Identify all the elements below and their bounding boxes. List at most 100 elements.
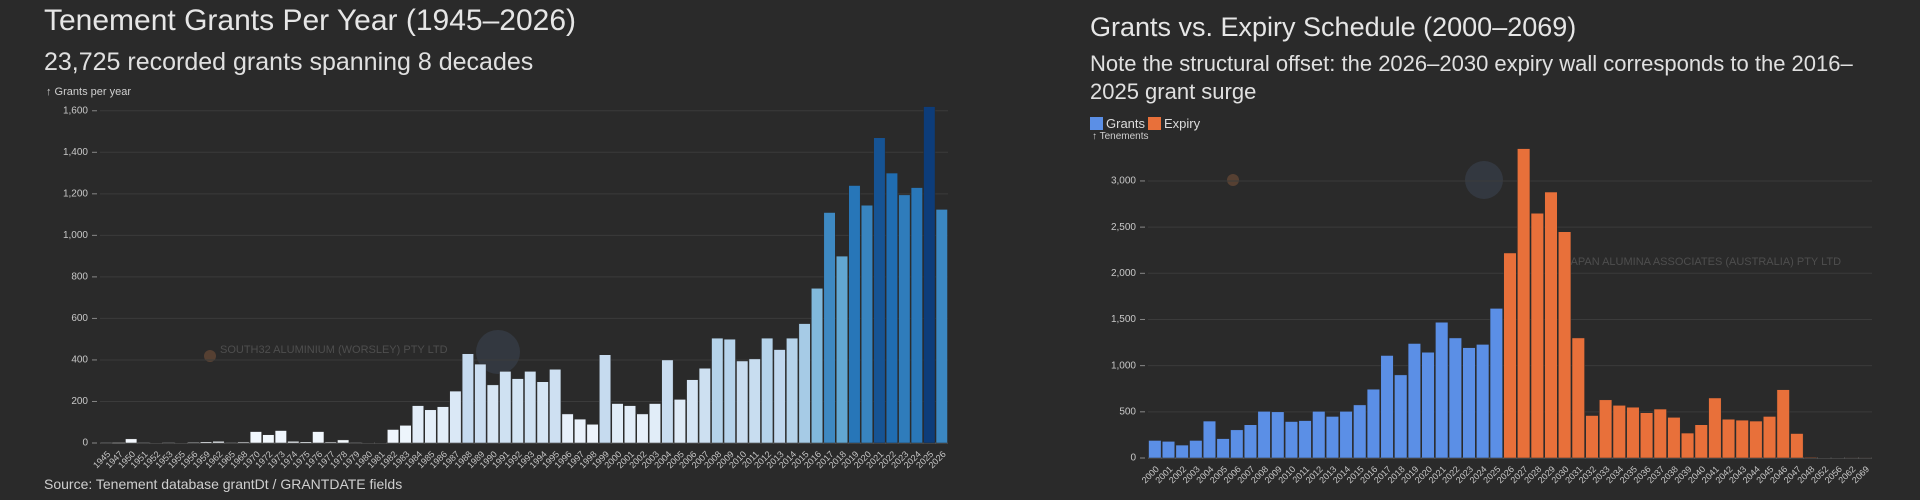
- bar: [312, 431, 325, 444]
- bar: [673, 399, 686, 444]
- bar: [1681, 432, 1695, 459]
- bar: [1298, 420, 1312, 459]
- bar: [1776, 389, 1790, 459]
- bar: [549, 369, 562, 444]
- bar: [1148, 440, 1162, 459]
- bar: [461, 353, 474, 444]
- bar: [274, 430, 287, 444]
- bar: [698, 367, 711, 444]
- bg-label: JAPAN ALUMINA ASSOCIATES (AUSTRALIA) PTY…: [1565, 256, 1841, 268]
- bar: [1394, 374, 1408, 459]
- bar: [324, 441, 337, 444]
- bar: [599, 354, 612, 444]
- bar: [711, 337, 724, 444]
- legend-label: Grants: [1106, 116, 1146, 131]
- bar: [586, 424, 599, 444]
- bar: [1599, 399, 1613, 459]
- chart-title: Tenement Grants Per Year (1945–2026): [44, 4, 577, 37]
- legend-swatch: [1090, 117, 1103, 130]
- y-tick-label: 1,600: [63, 105, 88, 116]
- bar: [1339, 411, 1353, 459]
- bar: [885, 172, 898, 444]
- bar: [1517, 148, 1531, 459]
- y-tick-label: 500: [1119, 406, 1136, 417]
- bar: [1558, 231, 1572, 459]
- bar: [798, 323, 811, 444]
- bar: [1189, 440, 1203, 459]
- bar: [848, 185, 861, 444]
- bar: [935, 209, 948, 444]
- bar: [1380, 355, 1394, 459]
- bar: [1503, 252, 1517, 459]
- bar: [1366, 388, 1380, 459]
- bar: [1626, 406, 1640, 459]
- bar: [1722, 418, 1736, 459]
- bar: [574, 418, 587, 444]
- bar: [1749, 420, 1763, 459]
- chart-subtitle: Note the structural offset: the 2026–203…: [1090, 51, 1853, 104]
- bar: [1257, 411, 1271, 459]
- bar: [1708, 397, 1722, 459]
- bar: [1284, 421, 1298, 459]
- bg-node: [204, 350, 216, 362]
- bar: [1489, 308, 1503, 459]
- bar: [686, 379, 699, 444]
- bg-node: [1465, 161, 1503, 199]
- bar: [499, 371, 512, 444]
- bar: [1353, 404, 1367, 459]
- bar: [187, 441, 200, 444]
- bar: [1407, 343, 1421, 459]
- bg-node: [476, 330, 520, 374]
- bar: [836, 255, 848, 444]
- bar: [1435, 321, 1449, 459]
- bar: [1230, 429, 1244, 459]
- bar: [648, 403, 661, 444]
- bar: [1325, 416, 1339, 459]
- bar: [1243, 424, 1257, 459]
- y-tick-label: 800: [71, 272, 88, 283]
- bg-node: [1227, 174, 1239, 186]
- bar: [860, 204, 873, 444]
- bar: [1421, 352, 1435, 459]
- bar: [1544, 191, 1558, 459]
- bar: [1216, 438, 1230, 459]
- bar: [1735, 419, 1749, 459]
- bar: [1530, 213, 1544, 459]
- y-tick-label: 0: [82, 438, 88, 449]
- bar: [1462, 347, 1476, 459]
- bar: [1653, 408, 1667, 459]
- bar: [287, 441, 300, 444]
- bar: [1612, 405, 1626, 459]
- y-tick-label: 200: [71, 396, 88, 407]
- legend: Grants Expiry: [1090, 116, 1200, 131]
- chart-title: Grants vs. Expiry Schedule (2000–2069): [1090, 12, 1577, 42]
- bar: [1763, 416, 1777, 459]
- y-tick-label: 3,000: [1111, 176, 1136, 187]
- y-tick-label: 1,500: [1111, 314, 1136, 325]
- bar: [524, 371, 537, 444]
- bar: [823, 212, 836, 444]
- y-axis-label: ↑ Grants per year: [46, 86, 131, 98]
- bar: [723, 338, 736, 444]
- bar: [387, 429, 400, 444]
- y-tick-label: 400: [71, 355, 88, 366]
- bg-label: SOUTH32 ALUMINIUM (WORSLEY) PTY LTD: [220, 344, 448, 356]
- bar: [1640, 412, 1654, 459]
- y-tick-label: 1,000: [63, 230, 88, 241]
- bar: [748, 358, 761, 444]
- bar: [486, 384, 499, 444]
- bar: [337, 439, 350, 444]
- bar: [137, 442, 150, 444]
- bar: [449, 390, 462, 444]
- bar: [761, 337, 774, 444]
- chart-subtitle: 23,725 recorded grants spanning 8 decade…: [44, 48, 534, 76]
- bar: [262, 434, 275, 444]
- bar: [873, 137, 886, 444]
- bar: [910, 187, 923, 444]
- bar: [1175, 444, 1189, 459]
- bar: [536, 381, 549, 444]
- y-tick-label: 0: [1130, 453, 1136, 464]
- y-tick-label: 1,200: [63, 188, 88, 199]
- bar: [474, 363, 487, 444]
- bar: [212, 441, 225, 444]
